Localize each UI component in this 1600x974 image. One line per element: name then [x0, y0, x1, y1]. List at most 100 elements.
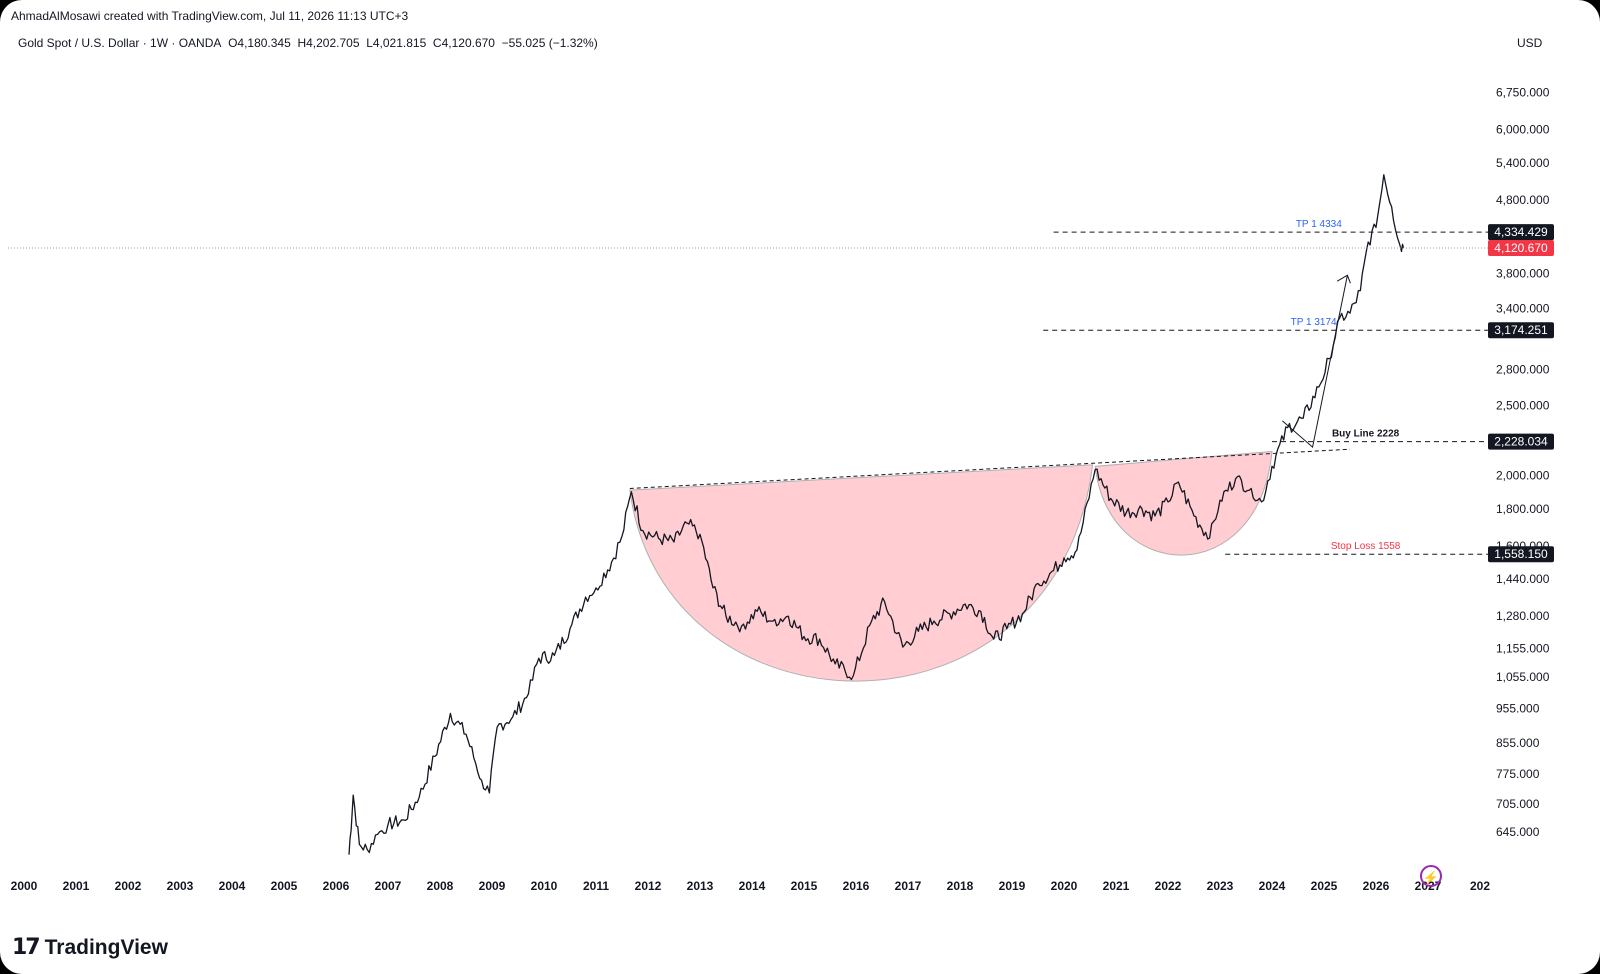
- x-tick-label: 2006: [323, 879, 350, 893]
- level-label: Stop Loss 1558: [1331, 541, 1401, 552]
- price-point: [418, 796, 420, 798]
- price-point: [993, 638, 995, 640]
- x-tick-label: 2014: [739, 879, 766, 893]
- price-point: [699, 533, 701, 535]
- ohlc-change: −55.025 (−1.32%): [501, 36, 598, 50]
- y-tick-label: 1,800.000: [1496, 502, 1550, 516]
- price-point: [787, 615, 789, 617]
- x-tick-label: 2016: [843, 879, 870, 893]
- price-point: [1338, 317, 1340, 319]
- price-point: [642, 529, 644, 531]
- y-tick-label: 3,400.000: [1496, 302, 1550, 316]
- symbol-legend[interactable]: Gold Spot / U.S. Dollar · 1W · OANDA O4,…: [18, 36, 598, 50]
- price-point: [630, 491, 632, 493]
- x-tick-label: 2024: [1259, 879, 1286, 893]
- last-price-tag: [1488, 240, 1554, 257]
- price-point: [569, 628, 571, 630]
- y-tick-label: 955.000: [1496, 701, 1540, 715]
- price-point: [852, 674, 854, 676]
- price-point: [980, 610, 982, 612]
- price-point: [657, 537, 659, 539]
- x-tick-label: 2002: [115, 879, 142, 893]
- price-point: [1141, 508, 1143, 510]
- price-point: [348, 854, 350, 856]
- price-point: [740, 625, 742, 627]
- price-point: [352, 794, 354, 796]
- y-tick-label: 5,400.000: [1496, 156, 1550, 170]
- price-point: [1390, 205, 1392, 207]
- x-tick-label: 2003: [167, 879, 194, 893]
- y-tick-label: 4,800.000: [1496, 193, 1550, 207]
- price-point: [1302, 417, 1304, 419]
- price-point: [1286, 426, 1288, 428]
- neckline[interactable]: [629, 448, 1351, 489]
- x-tick-label: 2012: [635, 879, 662, 893]
- x-tick-label: 2009: [479, 879, 506, 893]
- price-point: [1318, 386, 1320, 388]
- x-tick-label: 2018: [947, 879, 974, 893]
- x-tick-label: 2026: [1363, 879, 1390, 893]
- price-point: [434, 755, 436, 757]
- price-point: [584, 596, 586, 598]
- price-point: [1398, 242, 1400, 244]
- lightning-icon[interactable]: ⚡: [1420, 865, 1442, 887]
- price-tag-label: 2,228.034: [1494, 435, 1548, 449]
- price-tag-label: 4,334.429: [1494, 225, 1548, 239]
- price-point: [1052, 569, 1054, 571]
- price-point: [621, 535, 623, 537]
- cup-shape: [629, 464, 1094, 682]
- price-point: [1006, 628, 1008, 630]
- price-point: [712, 587, 714, 589]
- last-price-label: 4,120.670: [1494, 241, 1548, 255]
- price-point: [488, 792, 490, 794]
- y-tick-label: 645.000: [1496, 825, 1540, 839]
- price-point: [1367, 241, 1369, 243]
- x-tick-label: 2008: [427, 879, 454, 893]
- y-tick-label: 705.000: [1496, 797, 1540, 811]
- price-point: [449, 712, 451, 714]
- y-tick-label: 855.000: [1496, 736, 1540, 750]
- price-tag: [1488, 322, 1554, 339]
- price-point: [538, 657, 540, 659]
- price-point: [1328, 358, 1330, 360]
- arrow-head-icon: [1336, 274, 1351, 284]
- brand-name: TradingView: [44, 935, 168, 959]
- y-tick-label: 3,800.000: [1496, 267, 1550, 281]
- y-tick-label: 2,800.000: [1496, 363, 1550, 377]
- tv-logo-icon: 17: [12, 935, 41, 960]
- x-tick-label: 2007: [375, 879, 402, 893]
- price-point: [1359, 289, 1361, 291]
- y-tick-label: 6,750.000: [1496, 86, 1550, 100]
- tradingview-logo[interactable]: 17 TradingView: [12, 935, 168, 960]
- price-point: [1037, 582, 1039, 584]
- price-point: [1193, 515, 1195, 517]
- ohlc-open: O4,180.345: [228, 36, 291, 50]
- x-tick-label: 2022: [1155, 879, 1182, 893]
- currency-selector[interactable]: USD: [1517, 36, 1543, 50]
- price-point: [834, 663, 836, 665]
- price-point: [1167, 501, 1169, 503]
- price-point: [772, 620, 774, 622]
- x-tick-label: 2011: [583, 879, 609, 893]
- x-tick-label: 2005: [271, 879, 298, 893]
- price-point: [1094, 468, 1096, 470]
- x-tick-label: 2019: [999, 879, 1026, 893]
- price-point: [1383, 174, 1385, 176]
- price-point: [1234, 478, 1236, 480]
- price-point: [553, 654, 555, 656]
- projection-arrow[interactable]: [1282, 275, 1348, 449]
- x-tick-label: 2015: [791, 879, 818, 893]
- y-tick-label: 1,055.000: [1496, 670, 1550, 684]
- y-tick-label: 2,500.000: [1496, 398, 1550, 412]
- credit-line: AhmadAlMosawi created with TradingView.c…: [11, 9, 409, 23]
- price-point: [1125, 511, 1127, 513]
- price-point: [686, 522, 688, 524]
- price-series-line[interactable]: [348, 174, 1405, 855]
- y-tick-label: 1,155.000: [1496, 642, 1550, 656]
- x-tick-label: 202: [1470, 879, 1490, 893]
- price-point: [527, 693, 529, 695]
- price-tag: [1488, 546, 1554, 563]
